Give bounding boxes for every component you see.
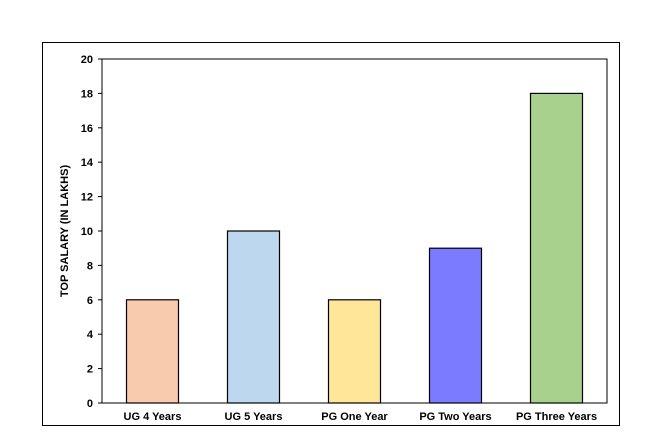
bar (125, 299, 180, 404)
x-tick-label: PG Two Years (419, 411, 491, 423)
bar (226, 230, 281, 404)
bar (428, 247, 483, 404)
y-tick-label: 6 (87, 295, 93, 307)
bars (125, 92, 584, 404)
y-tick-label: 12 (81, 192, 93, 204)
y-axis: 0 2 4 6 8 10 12 14 16 18 20 (81, 54, 102, 410)
bar (529, 92, 584, 404)
x-tick-label: UG 4 Years (124, 411, 182, 423)
x-tick-label: PG Three Years (516, 411, 597, 423)
y-tick-label: 14 (81, 157, 94, 169)
y-axis-title: TOP SALARY (IN LAKHS) (59, 165, 71, 298)
x-tick-label: PG One Year (321, 411, 388, 423)
x-tick-label: UG 5 Years (225, 411, 283, 423)
x-axis: UG 4 Years UG 5 Years PG One Year PG Two Ye… (124, 411, 598, 423)
y-tick-label: 2 (87, 364, 93, 376)
y-tick-label: 10 (81, 226, 93, 238)
bar (327, 299, 382, 404)
y-tick-label: 8 (87, 260, 93, 272)
y-tick-label: 16 (81, 123, 93, 135)
y-tick-label: 18 (81, 88, 93, 100)
y-tick-label: 20 (81, 54, 93, 66)
y-tick-label: 0 (87, 398, 93, 410)
y-tick-label: 4 (87, 329, 94, 341)
